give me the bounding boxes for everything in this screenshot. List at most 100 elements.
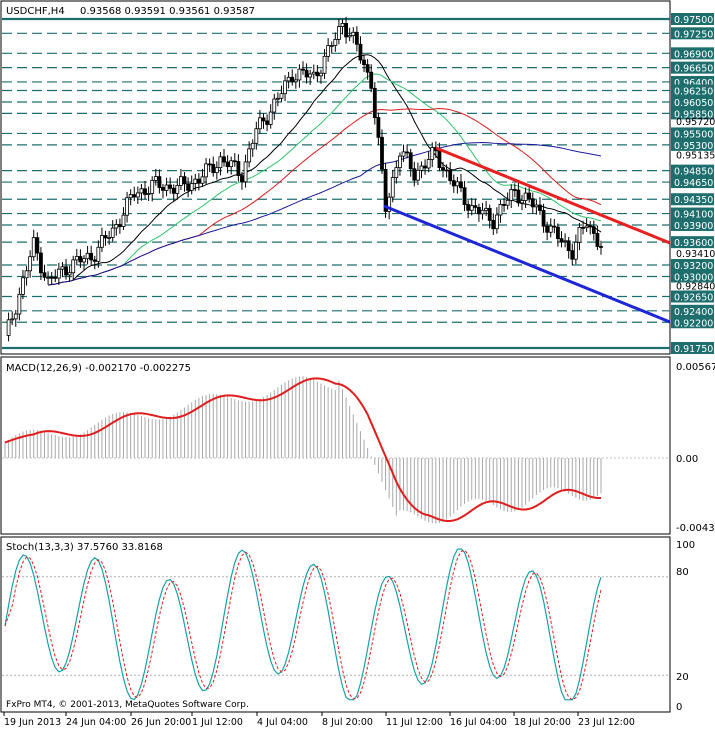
candle-body <box>556 226 560 240</box>
price-level-label-bg <box>671 342 714 354</box>
price-level-label-bg <box>671 61 714 74</box>
stoch-axis-0: 0 <box>676 702 682 713</box>
price-level-label: 0.97250 <box>674 29 713 40</box>
candle-body <box>153 176 158 181</box>
candle-body <box>146 193 151 195</box>
stoch-panel[interactable] <box>0 536 671 713</box>
candle-body <box>143 188 147 195</box>
candle-body <box>563 240 567 243</box>
candle-body <box>376 117 381 138</box>
price-level-label: 0.96650 <box>674 64 713 75</box>
candle-body <box>64 266 68 276</box>
price-axis-tick: 0.93410 <box>676 249 715 260</box>
candle-body <box>164 184 169 191</box>
candle-body <box>412 168 417 181</box>
candle-body <box>308 73 313 78</box>
price-level-label-bg <box>671 47 714 60</box>
price-panel[interactable] <box>0 0 671 355</box>
price-level-label-bg <box>671 316 714 329</box>
candle-body <box>573 241 578 260</box>
candle-body <box>595 233 600 247</box>
candle-body <box>232 160 237 163</box>
candle-body <box>168 184 173 189</box>
candle-body <box>157 176 162 188</box>
candle-body <box>441 167 445 171</box>
candle-body <box>78 256 83 263</box>
price-level-label: 0.93000 <box>674 272 713 283</box>
stoch-signal-line <box>4 549 602 701</box>
price-level-label-bg <box>671 270 714 283</box>
candle-body <box>369 71 374 89</box>
trend-lines[interactable] <box>383 146 671 324</box>
candle-body <box>372 87 377 118</box>
candle-body <box>591 226 596 234</box>
price-level-label: 0.93900 <box>674 221 713 232</box>
candle-body <box>161 187 165 191</box>
candle-body <box>502 204 506 206</box>
candle-body <box>459 181 463 189</box>
candle-body <box>329 45 334 47</box>
candle-body <box>21 277 25 295</box>
candle-body <box>340 23 345 27</box>
price-level-label-bg <box>671 107 714 120</box>
candle-body <box>437 150 442 168</box>
candle-body <box>132 194 137 198</box>
candle-body <box>214 167 219 174</box>
candle-body <box>218 156 223 169</box>
price-level-label-bg <box>671 176 714 189</box>
candle-body <box>222 156 226 163</box>
candle-body <box>107 237 112 239</box>
price-level-label: 0.96050 <box>674 98 713 109</box>
candle-body <box>448 169 453 182</box>
candle-body <box>100 235 104 248</box>
price-level-label: 0.92400 <box>674 307 713 318</box>
candle-body <box>189 183 194 191</box>
ma-100-line <box>48 141 602 286</box>
candle-body <box>527 192 532 200</box>
candle-body <box>559 238 564 243</box>
time-axis-label: 16 Jul 04:00 <box>450 717 507 728</box>
candle-body <box>236 161 241 176</box>
candle-body <box>362 59 366 65</box>
price-level-label: 0.95850 <box>674 109 713 120</box>
price-level-label-bg <box>671 236 714 249</box>
candle-body <box>523 192 528 201</box>
candle-body <box>110 227 115 238</box>
candle-body <box>469 205 474 211</box>
candle-body <box>516 189 521 204</box>
candle-body <box>494 214 499 230</box>
candle-body <box>6 319 11 336</box>
support-trend-line <box>383 204 671 324</box>
candle-body <box>247 148 252 163</box>
candle-body <box>408 152 413 170</box>
candle-body <box>484 207 489 211</box>
candle-body <box>186 183 191 191</box>
candle-body <box>35 237 40 254</box>
candle-body <box>477 206 481 215</box>
candle-body <box>211 164 216 174</box>
candle-body <box>67 272 72 276</box>
candle-body <box>451 180 456 187</box>
candle-body <box>103 235 108 239</box>
candle-body <box>584 225 589 229</box>
price-level-label-bg <box>671 164 714 177</box>
candle-body <box>258 117 262 130</box>
candle-body <box>337 26 341 40</box>
stoch-axis-20: 20 <box>676 672 689 683</box>
candle-body <box>225 161 230 168</box>
candle-body <box>548 225 553 233</box>
ma-34-line <box>48 73 602 286</box>
candle-body <box>193 178 198 184</box>
candle-body <box>272 98 277 113</box>
candle-body <box>125 197 129 216</box>
candle-body <box>71 259 76 274</box>
candle-body <box>351 31 356 37</box>
candle-body <box>462 187 467 205</box>
candle-body <box>24 270 29 279</box>
stoch-main-line <box>4 548 602 701</box>
candle-body <box>387 196 392 212</box>
candle-body <box>56 268 61 279</box>
candle-body <box>207 163 212 166</box>
stoch-axis-80: 80 <box>676 567 689 578</box>
